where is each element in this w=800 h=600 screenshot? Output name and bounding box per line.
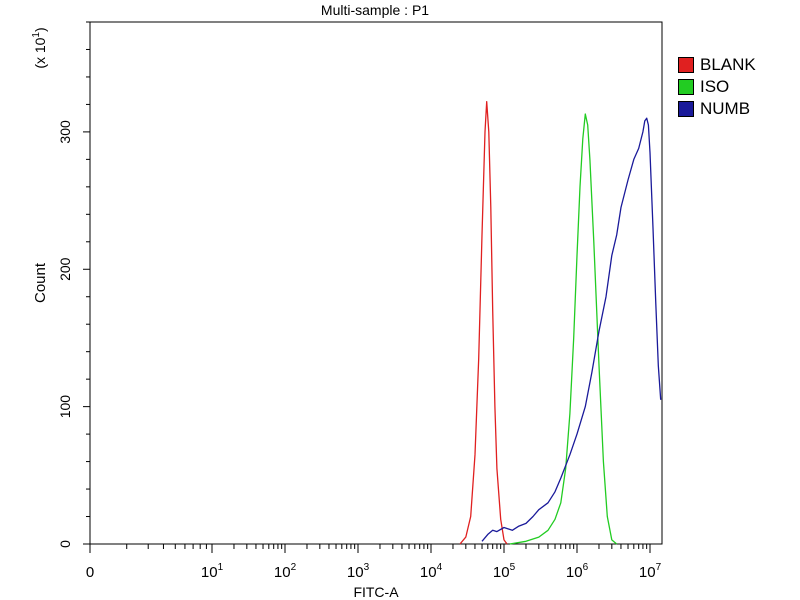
- x-tick-label: 107: [639, 562, 662, 581]
- legend-item-blank: BLANK: [678, 54, 756, 76]
- series-line-numb: [481, 117, 662, 542]
- x-tick-label: 0: [86, 564, 94, 581]
- y-tick-label: 0: [57, 540, 73, 548]
- legend-swatch: [678, 57, 694, 73]
- legend-label: BLANK: [700, 55, 756, 74]
- legend: BLANK ISO NUMB: [678, 54, 756, 120]
- x-tick-label: 105: [493, 562, 516, 581]
- y-axis-ticks: 0 100 200 300: [57, 21, 90, 548]
- series-line-blank: [459, 101, 508, 545]
- series-layer: [459, 101, 662, 545]
- legend-label: ISO: [700, 77, 730, 96]
- x-tick-label: 102: [274, 562, 297, 581]
- x-tick-label: 103: [347, 562, 370, 581]
- legend-swatch: [678, 79, 694, 95]
- plot-frame: [89, 21, 663, 545]
- y-tick-label: 100: [57, 395, 73, 419]
- y-tick-label: 300: [57, 120, 73, 144]
- chart-title: Multi-sample : P1: [321, 2, 429, 18]
- x-axis-label: FITC-A: [353, 584, 399, 600]
- y-axis-multiplier: (x 101): [31, 27, 48, 68]
- series-line-iso: [509, 113, 618, 545]
- x-axis-ticks: 0 101 102 103 104 105 106 107: [86, 544, 662, 581]
- legend-swatch: [678, 101, 694, 117]
- legend-item-numb: NUMB: [678, 98, 756, 120]
- x-tick-label: 104: [420, 562, 443, 581]
- legend-label: NUMB: [700, 99, 751, 118]
- y-axis-label: Count: [32, 262, 49, 303]
- x-tick-label: 101: [201, 562, 224, 581]
- x-tick-label: 106: [566, 562, 589, 581]
- legend-item-iso: ISO: [678, 76, 756, 98]
- y-tick-label: 200: [57, 257, 73, 281]
